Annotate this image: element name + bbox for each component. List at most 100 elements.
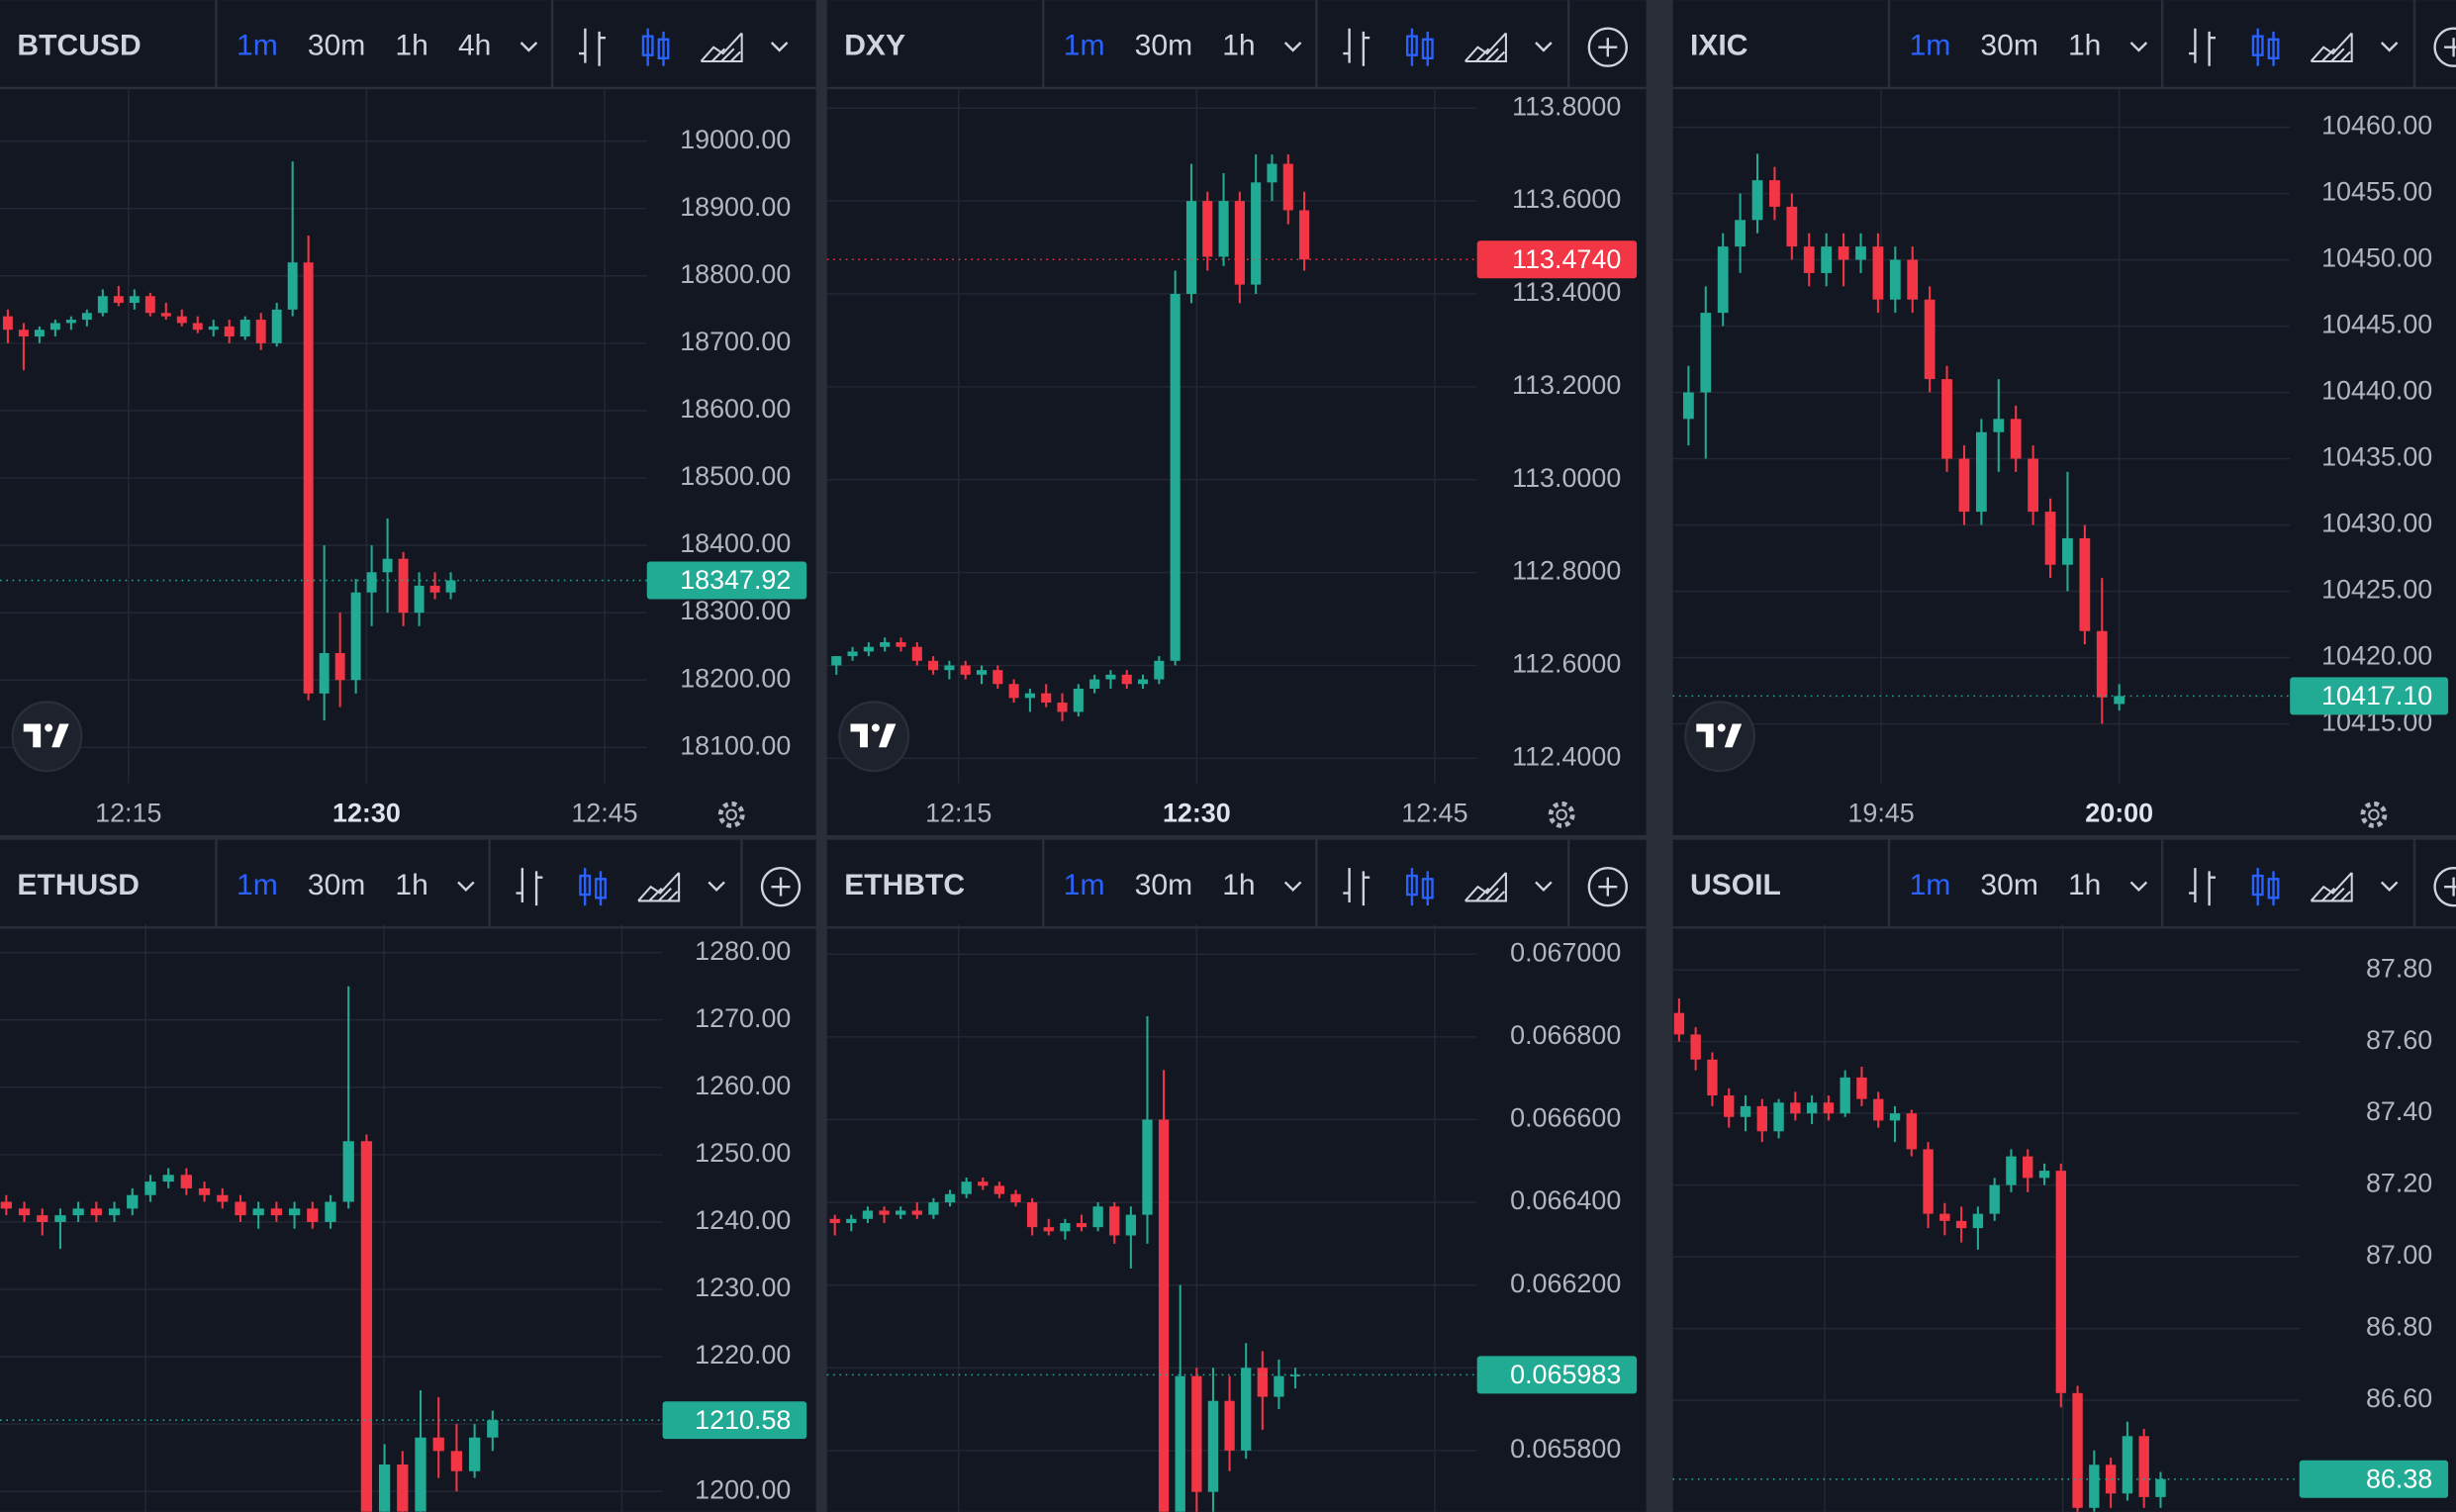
symbol-name[interactable]: DXY xyxy=(844,30,905,62)
candle-body xyxy=(2,316,13,331)
interval-button[interactable]: 1m xyxy=(236,30,278,62)
add-button[interactable] xyxy=(760,866,802,907)
candle-body xyxy=(176,316,187,324)
interval-dropdown[interactable] xyxy=(1283,42,1302,52)
y-tick-label: 10445.00 xyxy=(2321,310,2432,339)
y-tick-label: 18100.00 xyxy=(680,730,791,760)
interval-button[interactable]: 1m xyxy=(1064,869,1105,901)
interval-button[interactable]: 4h xyxy=(458,30,491,62)
settings-icon[interactable] xyxy=(717,801,745,828)
logo-mark xyxy=(1696,723,1743,748)
bar-style-icon[interactable] xyxy=(516,868,543,906)
y-tick-label: 1260.00 xyxy=(695,1071,791,1100)
candle-body xyxy=(1207,1400,1219,1492)
style-dropdown[interactable] xyxy=(2380,881,2399,893)
candle-body xyxy=(378,1464,391,1512)
last-price-box xyxy=(646,561,807,600)
candle-style-icon[interactable] xyxy=(2251,28,2280,66)
interval-dropdown[interactable] xyxy=(457,881,475,893)
interval-button[interactable]: 1m xyxy=(236,869,278,901)
style-dropdown[interactable] xyxy=(1535,42,1553,52)
candle-style-icon[interactable] xyxy=(579,868,607,906)
style-dropdown[interactable] xyxy=(2380,42,2399,52)
candle-body xyxy=(144,1181,156,1195)
y-tick-label: 18800.00 xyxy=(680,259,791,289)
candle-body xyxy=(287,262,298,310)
symbol-name[interactable]: IXIC xyxy=(1690,30,1748,62)
symbol-name[interactable]: BTCUSD xyxy=(17,30,141,62)
x-tick-label: 12:45 xyxy=(1401,798,1467,827)
add-button[interactable] xyxy=(1587,866,1628,907)
interval-button[interactable]: 1h xyxy=(2068,30,2101,62)
area-style-icon[interactable] xyxy=(2310,32,2353,63)
candle-body xyxy=(97,296,108,314)
candle-body xyxy=(1267,163,1277,183)
symbol-name[interactable]: ETHUSD xyxy=(17,869,140,901)
bar-style-icon[interactable] xyxy=(1343,868,1370,906)
interval-dropdown[interactable] xyxy=(1283,881,1302,893)
bar-style-icon[interactable] xyxy=(1343,28,1370,66)
style-dropdown[interactable] xyxy=(1535,881,1553,893)
interval-dropdown[interactable] xyxy=(2129,42,2148,52)
style-dropdown[interactable] xyxy=(708,881,725,893)
interval-button[interactable]: 1h xyxy=(395,869,427,901)
interval-button[interactable]: 30m xyxy=(1135,869,1192,901)
candle-style-icon[interactable] xyxy=(1406,868,1434,906)
interval-button[interactable]: 1m xyxy=(1064,30,1105,62)
chart-panel: 19000.00 18900.00 18800.00 18700.00 18600.00… xyxy=(0,0,816,835)
y-tick-label: 112.4000 xyxy=(1512,741,1621,771)
candle-body xyxy=(1251,182,1262,285)
candle-body xyxy=(2079,537,2091,631)
add-button[interactable] xyxy=(1587,27,1628,67)
style-dropdown[interactable] xyxy=(770,42,789,52)
interval-button[interactable]: 1h xyxy=(395,30,427,62)
area-style-icon[interactable] xyxy=(637,872,681,902)
interval-button[interactable]: 30m xyxy=(1980,869,2037,901)
candles xyxy=(2,161,456,721)
interval-button[interactable]: 1h xyxy=(1222,30,1255,62)
interval-button[interactable]: 30m xyxy=(308,30,365,62)
add-button[interactable] xyxy=(2433,27,2456,67)
candle-style-icon[interactable] xyxy=(641,28,670,66)
candle-body xyxy=(1274,1375,1284,1397)
settings-icon[interactable] xyxy=(1548,801,1575,828)
bar-style-icon[interactable] xyxy=(2189,28,2216,66)
settings-icon[interactable] xyxy=(2360,801,2388,828)
bar-style-icon[interactable] xyxy=(579,28,606,66)
interval-button[interactable]: 1h xyxy=(2068,869,2101,901)
candle-body xyxy=(1057,703,1068,712)
candle-body xyxy=(1751,180,1763,221)
candle-body xyxy=(303,262,314,694)
symbol-name[interactable]: ETHBTC xyxy=(844,869,965,901)
y-tick-label: 1230.00 xyxy=(695,1273,791,1302)
interval-button[interactable]: 30m xyxy=(1980,30,2037,62)
add-button-cross xyxy=(1598,38,1618,57)
area-style-icon[interactable] xyxy=(1464,32,1507,63)
y-tick-label: 87.80 xyxy=(2366,953,2432,983)
interval-button[interactable]: 1h xyxy=(1222,869,1255,901)
candle-body xyxy=(2105,1465,2117,1494)
candle-style-icon[interactable] xyxy=(2251,868,2280,906)
candle-body xyxy=(2155,1478,2166,1497)
interval-dropdown[interactable] xyxy=(520,42,538,52)
interval-button[interactable]: 30m xyxy=(1135,30,1192,62)
candle-body xyxy=(1724,1095,1735,1117)
interval-button[interactable]: 30m xyxy=(308,869,365,901)
candle-body xyxy=(993,1185,1005,1194)
area-style-icon[interactable] xyxy=(700,32,743,63)
bar-style-icon[interactable] xyxy=(2189,868,2216,906)
interval-dropdown[interactable] xyxy=(2129,881,2148,893)
interval-button[interactable]: 1m xyxy=(1910,869,1951,901)
candle-body xyxy=(1241,1368,1252,1451)
candle-body xyxy=(432,1437,444,1452)
area-style-icon[interactable] xyxy=(2310,872,2353,902)
candle-style-icon[interactable] xyxy=(1406,28,1434,66)
area-style-icon[interactable] xyxy=(1464,872,1507,902)
interval-button[interactable]: 1m xyxy=(1910,30,1951,62)
add-button[interactable] xyxy=(2433,866,2456,907)
symbol-name[interactable]: USOIL xyxy=(1690,869,1781,901)
y-tick-label: 113.2000 xyxy=(1512,370,1621,400)
candle-body xyxy=(1158,1119,1170,1512)
candle-body xyxy=(978,1181,989,1186)
candle-body xyxy=(239,320,250,337)
